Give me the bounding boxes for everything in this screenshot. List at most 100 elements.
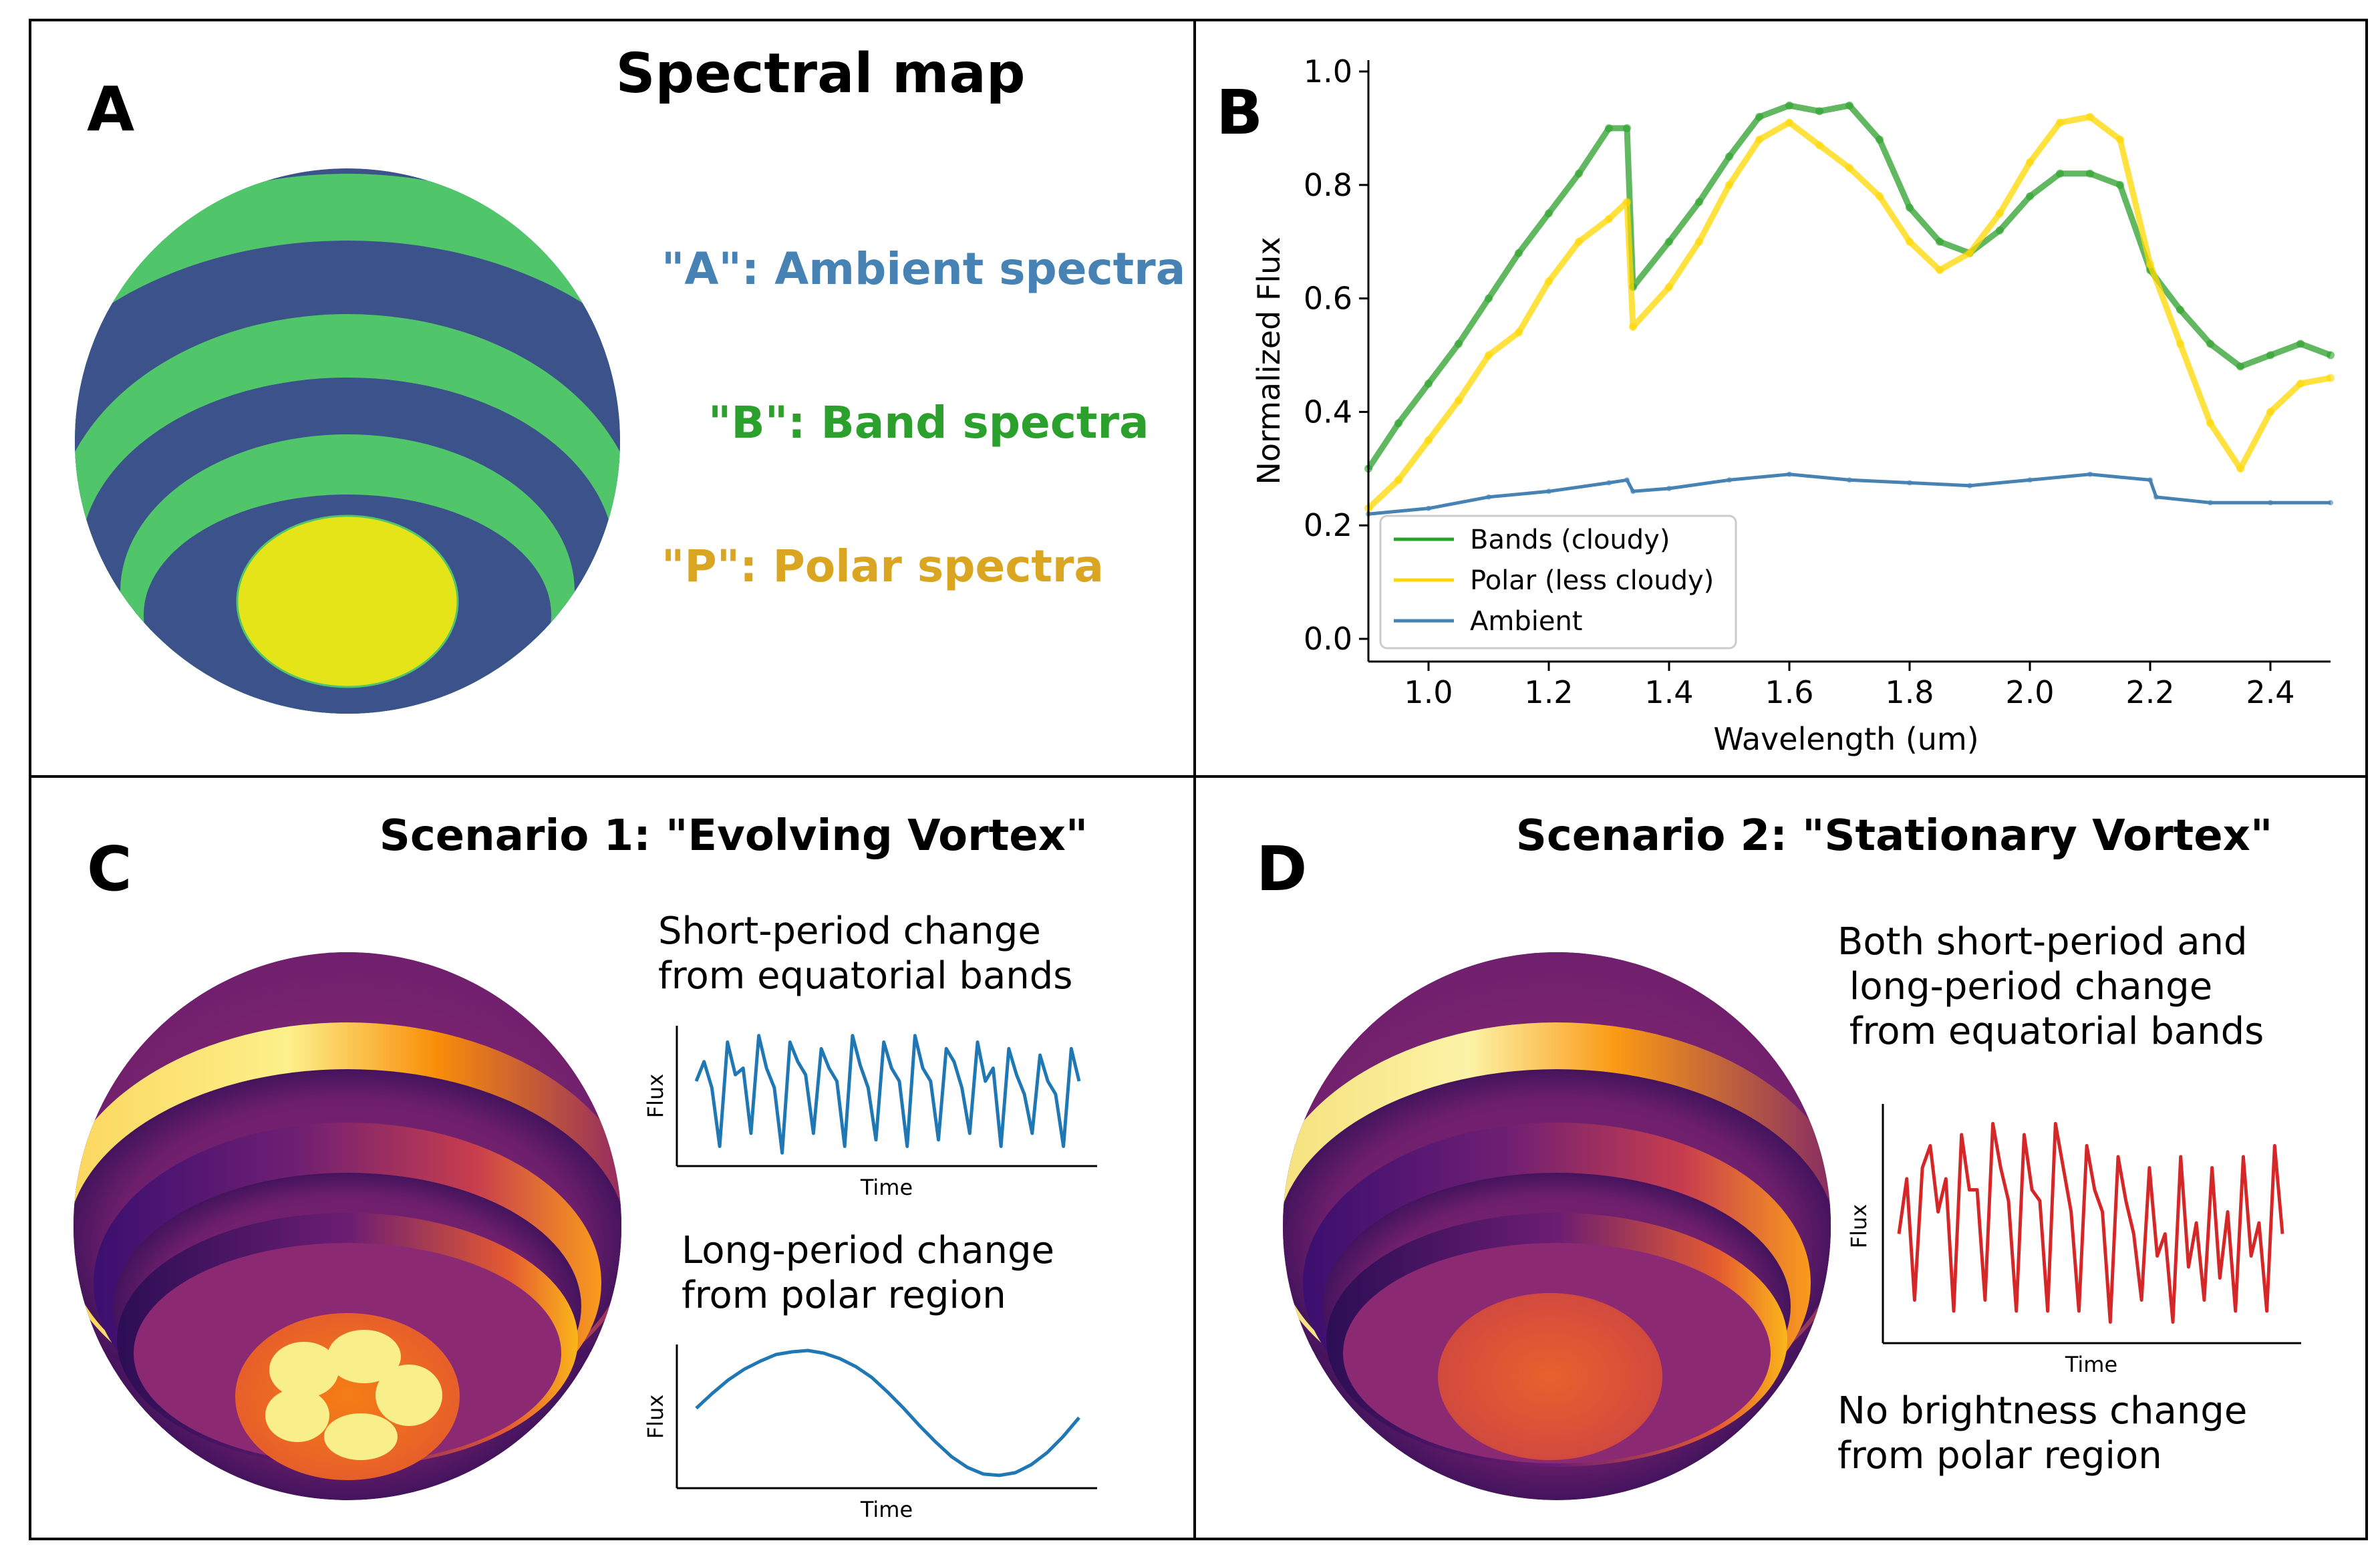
data-point bbox=[2327, 374, 2335, 382]
label-ambient: "A": Ambient spectra bbox=[661, 243, 1185, 295]
legend-label-ambient: Ambient bbox=[1470, 606, 1582, 637]
panel-d-title: Scenario 2: "Stationary Vortex" bbox=[1516, 811, 2273, 861]
data-point bbox=[1815, 107, 1823, 115]
label-polar: "P": Polar spectra bbox=[661, 541, 1104, 592]
data-point bbox=[1996, 209, 2004, 217]
data-point bbox=[2146, 261, 2154, 269]
data-point bbox=[1515, 329, 1523, 337]
spectral-map-sphere bbox=[0, 168, 722, 762]
data-point bbox=[1629, 323, 1637, 331]
series-line-bands bbox=[1368, 106, 2331, 468]
data-point bbox=[1845, 164, 1853, 172]
data-point bbox=[1605, 215, 1613, 223]
data-point bbox=[1545, 209, 1553, 217]
data-point bbox=[2266, 351, 2274, 360]
data-point bbox=[1666, 486, 1672, 491]
short-period-line bbox=[696, 1036, 1079, 1153]
data-point bbox=[2086, 170, 2094, 178]
data-point bbox=[1755, 113, 1763, 121]
data-point bbox=[1485, 295, 1493, 303]
data-point bbox=[1845, 102, 1853, 110]
series-line bbox=[696, 1036, 1079, 1153]
y-ticks: 0.00.20.40.60.81.0 bbox=[1304, 53, 1368, 657]
y-axis-label: Flux bbox=[1846, 1204, 1872, 1249]
data-point bbox=[2027, 477, 2033, 482]
panel-d-letter: D bbox=[1256, 833, 1307, 905]
data-point bbox=[1936, 238, 1944, 246]
data-point bbox=[2206, 419, 2214, 427]
data-point bbox=[1486, 494, 1491, 500]
data-point bbox=[1936, 266, 1944, 274]
data-point bbox=[2296, 340, 2304, 348]
data-point bbox=[1785, 102, 1793, 110]
data-point bbox=[2087, 472, 2093, 477]
data-point bbox=[1727, 477, 1732, 482]
long-period-line bbox=[696, 1351, 1079, 1475]
long-period-plot: Time Flux bbox=[643, 1344, 1097, 1522]
label-band: "B": Band spectra bbox=[708, 397, 1149, 448]
data-point bbox=[2056, 118, 2064, 126]
series-line bbox=[1899, 1124, 2282, 1322]
data-point bbox=[2327, 351, 2335, 360]
data-point bbox=[1575, 170, 1583, 178]
legend-label-polar: Polar (less cloudy) bbox=[1470, 565, 1714, 596]
x-axis-label: Wavelength (um) bbox=[1713, 721, 1978, 757]
data-point bbox=[1485, 351, 1493, 360]
x-tick-label: 1.6 bbox=[1765, 674, 1813, 710]
data-point bbox=[1623, 198, 1631, 206]
data-point bbox=[1545, 277, 1553, 285]
data-point bbox=[2086, 113, 2094, 121]
data-point bbox=[2116, 136, 2124, 144]
data-point bbox=[2206, 340, 2214, 348]
panel-b: B 1.0 1.2 1.4 1.6 1.8 2.0 2.2 2.4 0.00.20.40.60… bbox=[1216, 53, 2335, 757]
x-axis-label: Time bbox=[2065, 1352, 2117, 1377]
x-tick-label: 1.2 bbox=[1524, 674, 1573, 710]
top-description: Both short-period and long-period change… bbox=[1837, 920, 2264, 1053]
data-point bbox=[2026, 158, 2034, 166]
y-axis-label: Normalized Flux bbox=[1251, 237, 1287, 484]
data-point bbox=[1815, 141, 1823, 149]
x-axis-label: Time bbox=[860, 1175, 913, 1200]
data-point bbox=[1725, 181, 1733, 189]
spectra-series-group bbox=[1364, 102, 2335, 517]
data-point bbox=[2056, 170, 2064, 178]
panel-c-letter: C bbox=[87, 833, 132, 905]
scenario2-line bbox=[1899, 1124, 2282, 1322]
data-point bbox=[2236, 363, 2244, 371]
data-point bbox=[1876, 136, 1884, 144]
data-point bbox=[1665, 238, 1673, 246]
y-axis-label: Flux bbox=[643, 1395, 668, 1439]
data-point bbox=[2176, 340, 2184, 348]
data-point bbox=[1665, 283, 1673, 291]
panel-a-letter: A bbox=[87, 74, 134, 145]
data-point bbox=[2328, 500, 2333, 505]
data-point bbox=[1605, 124, 1613, 132]
data-point bbox=[2153, 494, 2159, 500]
bottom-description: No brightness change from polar region bbox=[1837, 1389, 2259, 1477]
data-point bbox=[1725, 152, 1733, 160]
data-point bbox=[1394, 419, 1402, 427]
panel-b-letter: B bbox=[1216, 77, 1263, 148]
data-point bbox=[2116, 181, 2124, 189]
data-point bbox=[2147, 477, 2153, 482]
y-tick-label: 0.8 bbox=[1304, 167, 1352, 203]
data-point bbox=[1394, 476, 1402, 484]
data-point bbox=[1426, 506, 1431, 511]
scenario1-sphere bbox=[0, 842, 722, 1500]
data-point bbox=[2266, 408, 2274, 416]
data-point bbox=[1425, 380, 1433, 388]
data-point bbox=[2268, 500, 2273, 505]
panel-a: A Spectral map "A": Ambient spectra "B":… bbox=[0, 42, 1185, 762]
y-tick-label: 0.4 bbox=[1304, 394, 1352, 430]
data-point bbox=[1606, 480, 1612, 486]
data-point bbox=[1515, 249, 1523, 257]
series-line bbox=[696, 1351, 1079, 1475]
y-tick-label: 0.0 bbox=[1304, 621, 1352, 657]
legend-label-bands: Bands (cloudy) bbox=[1470, 525, 1670, 555]
panel-c: C Scenario 1: "Evolving Vortex" Short-pe… bbox=[0, 811, 1097, 1522]
data-point bbox=[2026, 192, 2034, 200]
data-point bbox=[1996, 227, 2004, 235]
short-period-plot: Time Flux bbox=[643, 1026, 1097, 1200]
y-axis-label: Flux bbox=[643, 1074, 668, 1119]
